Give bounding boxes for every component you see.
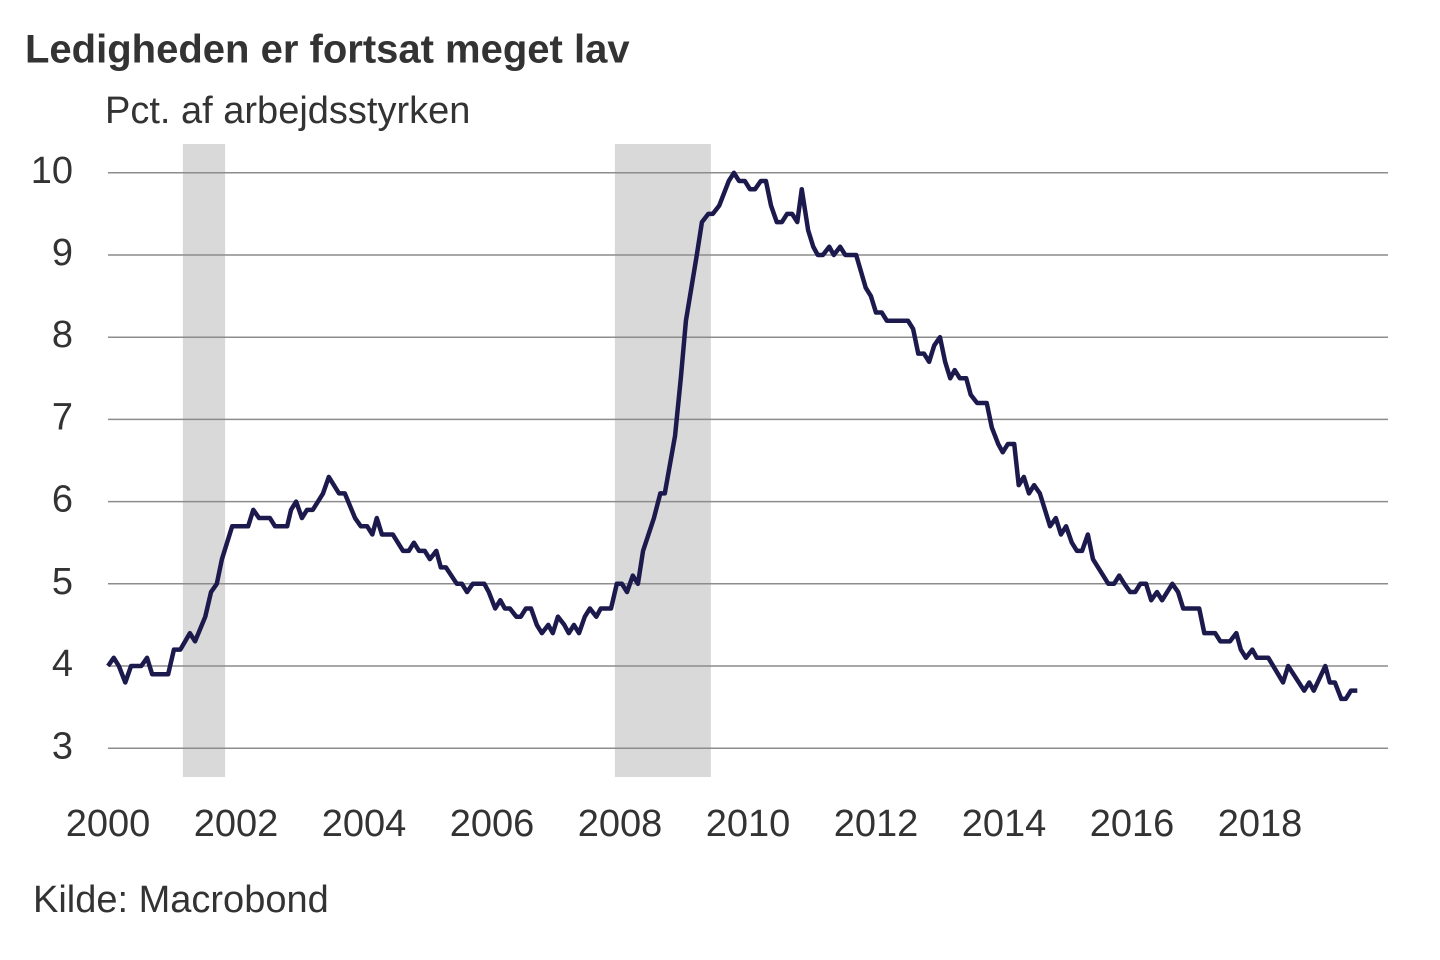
y-tick-label: 6 [52, 479, 73, 521]
chart-title: Ledigheden er fortsat meget lav [25, 28, 630, 72]
x-tick-label: 2014 [962, 803, 1047, 845]
x-tick-label: 2000 [66, 803, 151, 845]
y-tick-label: 9 [52, 232, 73, 274]
x-tick-label: 2012 [834, 803, 919, 845]
recession-band [182, 144, 226, 777]
x-tick-label: 2002 [194, 803, 279, 845]
x-tick-label: 2016 [1090, 803, 1175, 845]
x-tick-label: 2006 [450, 803, 535, 845]
y-tick-label: 7 [52, 396, 73, 438]
chart-subtitle: Pct. af arbejdsstyrken [105, 90, 470, 132]
y-tick-label: 10 [31, 150, 73, 192]
y-tick-label: 5 [52, 561, 73, 603]
x-tick-label: 2010 [706, 803, 791, 845]
x-tick-label: 2004 [322, 803, 407, 845]
y-tick-label: 4 [52, 643, 73, 685]
x-tick-label: 2008 [578, 803, 663, 845]
recession-band [614, 144, 711, 777]
y-tick-label: 3 [52, 725, 73, 767]
x-tick-label: 2018 [1218, 803, 1303, 845]
source-note: Kilde: Macrobond [33, 879, 329, 921]
data-line [106, 170, 1358, 702]
y-tick-label: 8 [52, 314, 73, 356]
